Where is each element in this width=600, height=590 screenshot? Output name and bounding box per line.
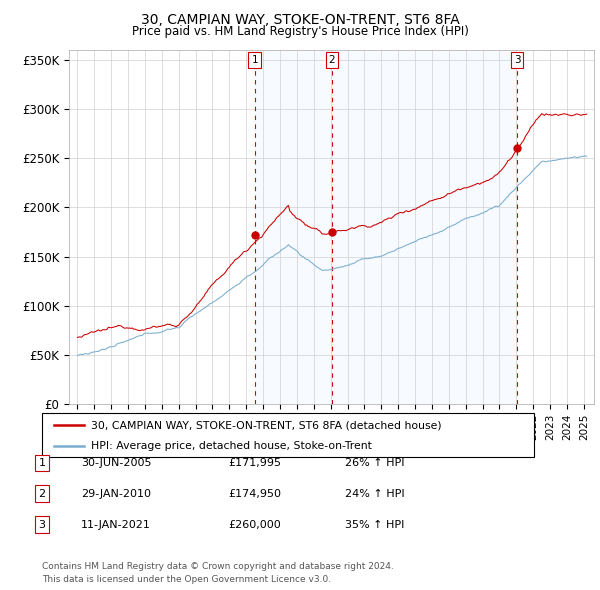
Text: 11-JAN-2021: 11-JAN-2021 <box>81 520 151 529</box>
FancyBboxPatch shape <box>42 413 534 457</box>
Text: 2: 2 <box>38 489 46 499</box>
Text: 1: 1 <box>251 55 258 65</box>
Text: Price paid vs. HM Land Registry's House Price Index (HPI): Price paid vs. HM Land Registry's House … <box>131 25 469 38</box>
Text: 35% ↑ HPI: 35% ↑ HPI <box>345 520 404 529</box>
Text: Contains HM Land Registry data © Crown copyright and database right 2024.: Contains HM Land Registry data © Crown c… <box>42 562 394 571</box>
Text: 1: 1 <box>38 458 46 468</box>
Text: £260,000: £260,000 <box>228 520 281 529</box>
Text: This data is licensed under the Open Government Licence v3.0.: This data is licensed under the Open Gov… <box>42 575 331 584</box>
Bar <box>254 50 517 404</box>
Text: 24% ↑ HPI: 24% ↑ HPI <box>345 489 404 499</box>
Text: 3: 3 <box>514 55 520 65</box>
Text: 26% ↑ HPI: 26% ↑ HPI <box>345 458 404 468</box>
Text: 30, CAMPIAN WAY, STOKE-ON-TRENT, ST6 8FA (detached house): 30, CAMPIAN WAY, STOKE-ON-TRENT, ST6 8FA… <box>91 421 442 430</box>
Text: 2: 2 <box>329 55 335 65</box>
Text: £174,950: £174,950 <box>228 489 281 499</box>
Text: £171,995: £171,995 <box>228 458 281 468</box>
Text: 30-JUN-2005: 30-JUN-2005 <box>81 458 151 468</box>
Text: 30, CAMPIAN WAY, STOKE-ON-TRENT, ST6 8FA: 30, CAMPIAN WAY, STOKE-ON-TRENT, ST6 8FA <box>140 13 460 27</box>
Text: HPI: Average price, detached house, Stoke-on-Trent: HPI: Average price, detached house, Stok… <box>91 441 372 451</box>
Text: 29-JAN-2010: 29-JAN-2010 <box>81 489 151 499</box>
Text: 3: 3 <box>38 520 46 529</box>
